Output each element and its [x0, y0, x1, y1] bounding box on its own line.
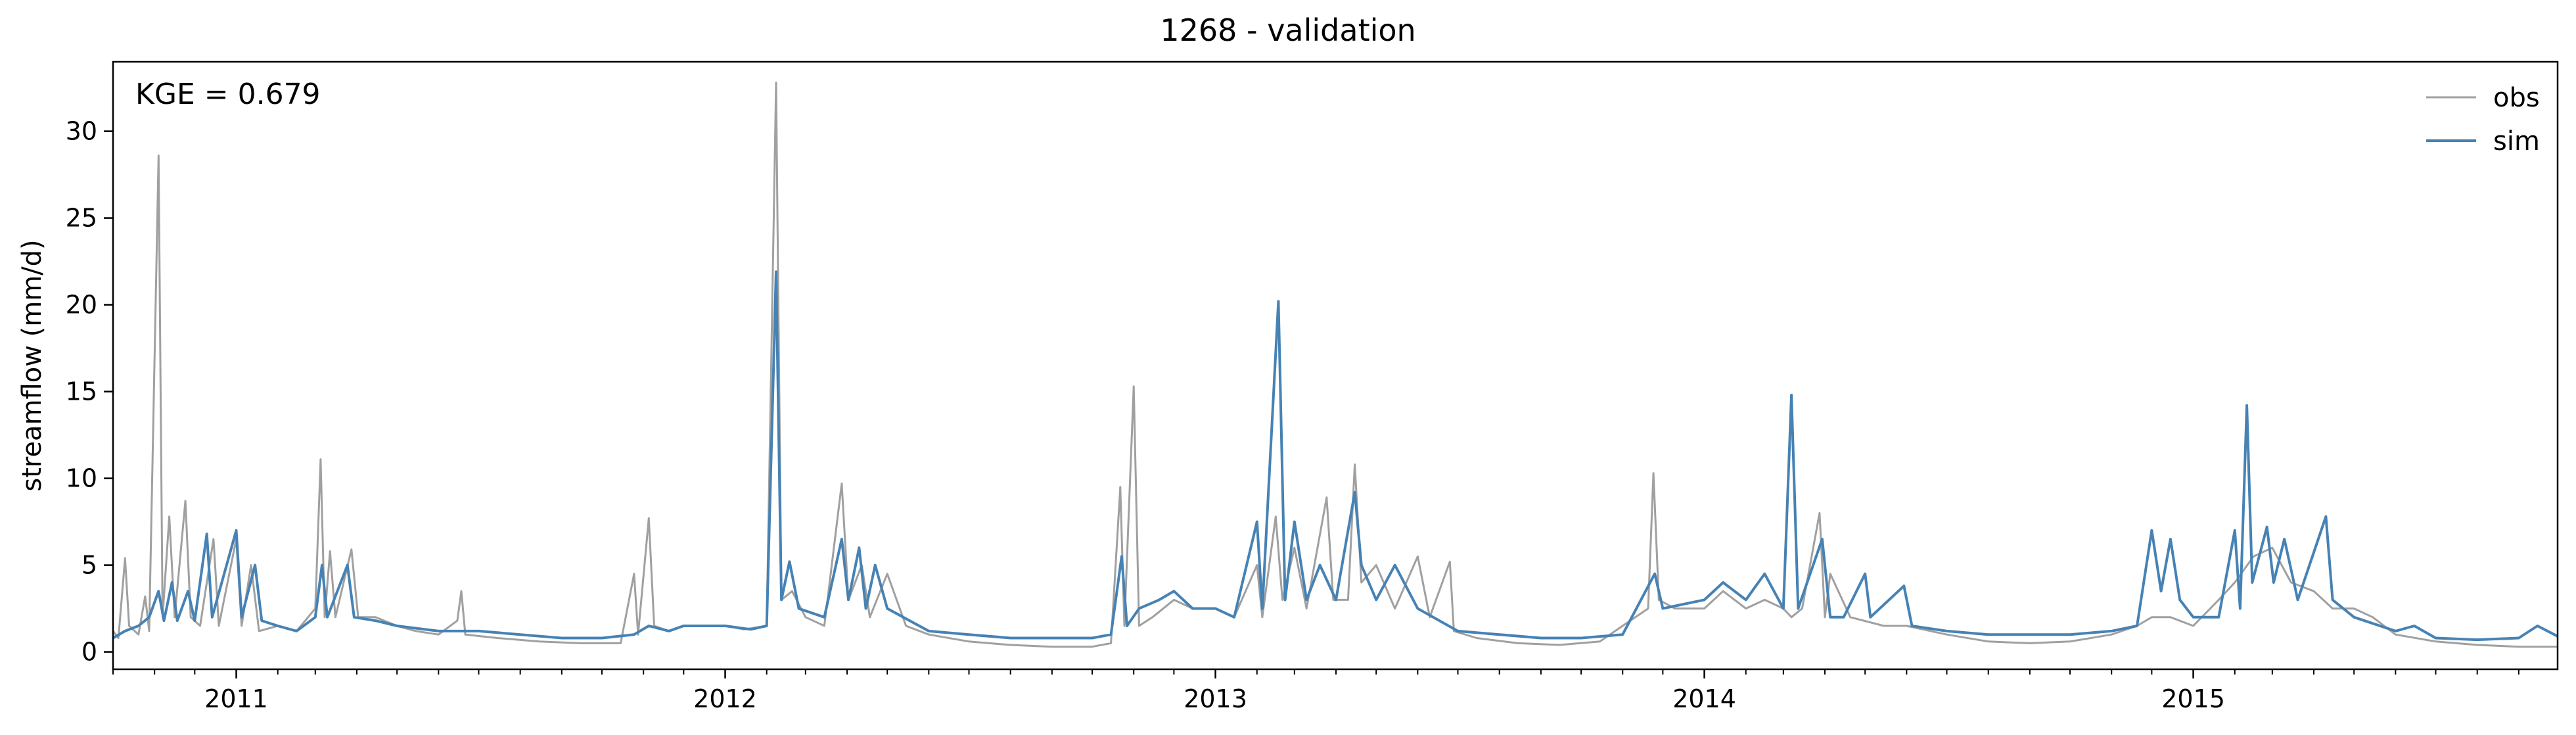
kge-annotation: KGE = 0.679	[135, 78, 321, 111]
plot-lines	[112, 82, 2558, 648]
y-tick-label: 30	[66, 117, 97, 146]
y-axis: 0 5 10 15 20 25 30	[66, 117, 113, 667]
x-axis: 2011 2012 2013 2014 2015	[112, 669, 2519, 713]
y-tick-label: 15	[66, 377, 97, 406]
y-tick-label: 5	[81, 551, 97, 580]
x-tick-label: 2011	[204, 684, 268, 713]
legend-label-sim: sim	[2493, 126, 2540, 156]
series-line-sim	[112, 270, 2558, 642]
y-tick-label: 10	[66, 464, 97, 493]
chart-title: 1268 - validation	[1160, 12, 1415, 48]
x-tick-label: 2014	[1672, 684, 1736, 713]
y-tick-label: 0	[81, 638, 97, 667]
x-tick-label: 2012	[693, 684, 757, 713]
y-tick-label: 25	[66, 204, 97, 233]
x-tick-label: 2013	[1184, 684, 1247, 713]
y-axis-label: streamflow (mm/d)	[17, 239, 47, 491]
series-line-obs	[112, 82, 2558, 648]
legend: obs sim	[2426, 83, 2540, 156]
y-tick-label: 20	[66, 291, 97, 320]
plot-frame	[112, 60, 2559, 671]
x-tick-label: 2015	[2161, 684, 2225, 713]
legend-label-obs: obs	[2493, 83, 2540, 113]
